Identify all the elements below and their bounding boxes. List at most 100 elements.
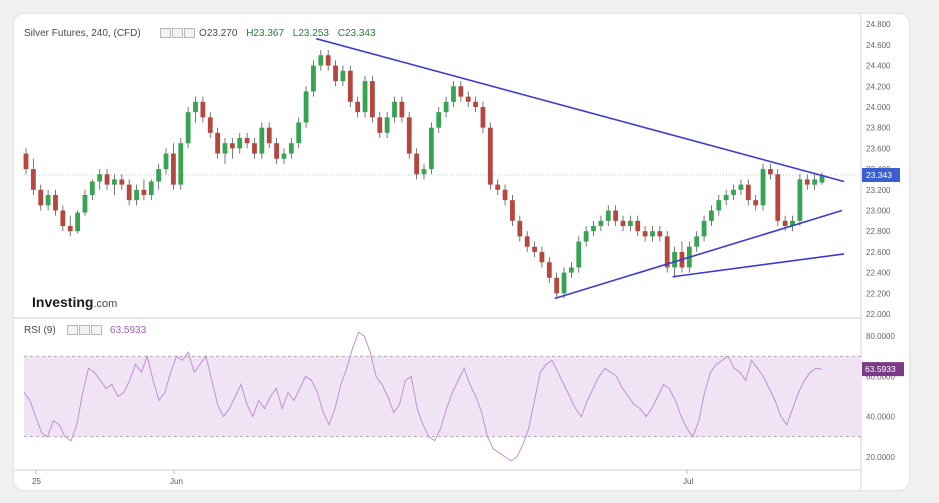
candle-body (200, 101, 206, 118)
candle-body (296, 122, 302, 144)
x-tick-label: Jun (170, 477, 183, 486)
candle-body (517, 220, 523, 237)
candle-body (782, 220, 788, 227)
candle-body (598, 220, 604, 227)
investing-logo: Investing.com (32, 294, 118, 310)
candle-body (288, 143, 294, 154)
candle-body (797, 179, 803, 221)
candle-body (237, 138, 243, 149)
candle-body (112, 179, 117, 185)
chart-canvas: 22.000 22.200 22.400 22.600 22.800 23.000 23.2… (14, 14, 904, 490)
candle-body (546, 262, 552, 278)
candle-body (451, 86, 456, 102)
rsi-hide-icon[interactable] (79, 325, 91, 336)
candle-body (694, 236, 700, 247)
candle-body (148, 181, 154, 195)
candle-body (473, 101, 478, 107)
rsi-title: RSI (9) (24, 325, 56, 336)
ohlc-open: O23.270 (199, 28, 238, 39)
candle-body (672, 251, 677, 268)
candle-body (406, 117, 412, 154)
candle-body (193, 101, 198, 113)
candle-body (465, 96, 471, 102)
candle-body (392, 101, 397, 118)
price-tick-label: 22.000 (866, 310, 891, 319)
candle-body (126, 184, 132, 201)
candle-body (347, 70, 353, 102)
ohlc-low: L23.253 (292, 28, 329, 39)
price-tick-label: 22.800 (866, 227, 891, 236)
candle-body (524, 236, 530, 247)
candle-body (583, 231, 589, 242)
candle-body (134, 189, 139, 201)
candle-body (716, 200, 722, 211)
candle-body (163, 153, 169, 170)
price-tick-label: 24.800 (866, 20, 891, 29)
candle-body (23, 153, 29, 170)
candle-body (753, 200, 759, 206)
candle-body (38, 189, 44, 206)
x-tick-label: 25 (32, 477, 41, 486)
rsi-line (23, 331, 823, 462)
candle-body (340, 70, 346, 82)
price-tick-label: 22.200 (866, 289, 891, 298)
close-icon[interactable] (184, 28, 196, 39)
candle-body (554, 277, 560, 294)
candle-body (89, 181, 95, 195)
price-tick-label: 24.400 (866, 62, 891, 71)
candle-body (215, 132, 221, 154)
candle-body (185, 112, 191, 144)
candle-body (745, 184, 751, 201)
candle-body (768, 169, 773, 175)
candle-body (539, 251, 545, 263)
candle-body (362, 81, 368, 113)
trend-line-upper (315, 37, 845, 183)
candle-body (274, 143, 279, 159)
rsi-value: 63.5933 (110, 325, 147, 336)
trend-line-lower (554, 209, 843, 300)
candle-body (790, 220, 795, 227)
candle-body (627, 220, 633, 227)
candle-body (266, 127, 272, 144)
candle-body (760, 169, 766, 206)
candle-body (259, 127, 265, 154)
candle-body (97, 174, 103, 182)
candle-body (156, 169, 162, 182)
price-tick-label: 24.000 (866, 103, 891, 112)
candle-body (731, 189, 736, 195)
price-tick-label: 24.200 (866, 82, 891, 91)
candle-body (620, 220, 626, 227)
candle-body (812, 179, 818, 185)
price-tick-label: 23.600 (866, 144, 891, 153)
candle-body (229, 143, 235, 149)
candle-body (82, 194, 88, 213)
candle-body (318, 55, 324, 66)
candle-body (421, 169, 427, 175)
candle-body (605, 210, 611, 221)
candle-body (67, 226, 73, 232)
candle-body (311, 65, 316, 92)
candle-body (281, 153, 287, 159)
candle-body (222, 143, 228, 154)
candle-body (804, 179, 810, 185)
ohlc-close: C23.343 (337, 28, 376, 39)
chart-title: Silver Futures, 240, (CFD) (24, 28, 141, 39)
rsi-settings-icon[interactable] (67, 325, 79, 336)
x-tick-label: Jul (683, 477, 693, 486)
rsi-band (24, 356, 861, 437)
candle-body (495, 184, 501, 190)
candle-body (45, 194, 51, 206)
price-badge-label: 23.343 (866, 170, 892, 180)
rsi-close-icon[interactable] (91, 325, 103, 336)
price-tick-label: 22.400 (866, 269, 891, 278)
settings-icon[interactable] (160, 28, 172, 39)
candle-body (738, 184, 744, 190)
candle-body (178, 143, 184, 185)
hide-icon[interactable] (172, 28, 184, 39)
candle-body (657, 231, 663, 237)
candle-body (370, 81, 375, 118)
candle-body (664, 236, 670, 268)
candle-body (576, 241, 582, 268)
price-tick-label: 22.600 (866, 248, 891, 257)
candle-body (642, 231, 648, 237)
